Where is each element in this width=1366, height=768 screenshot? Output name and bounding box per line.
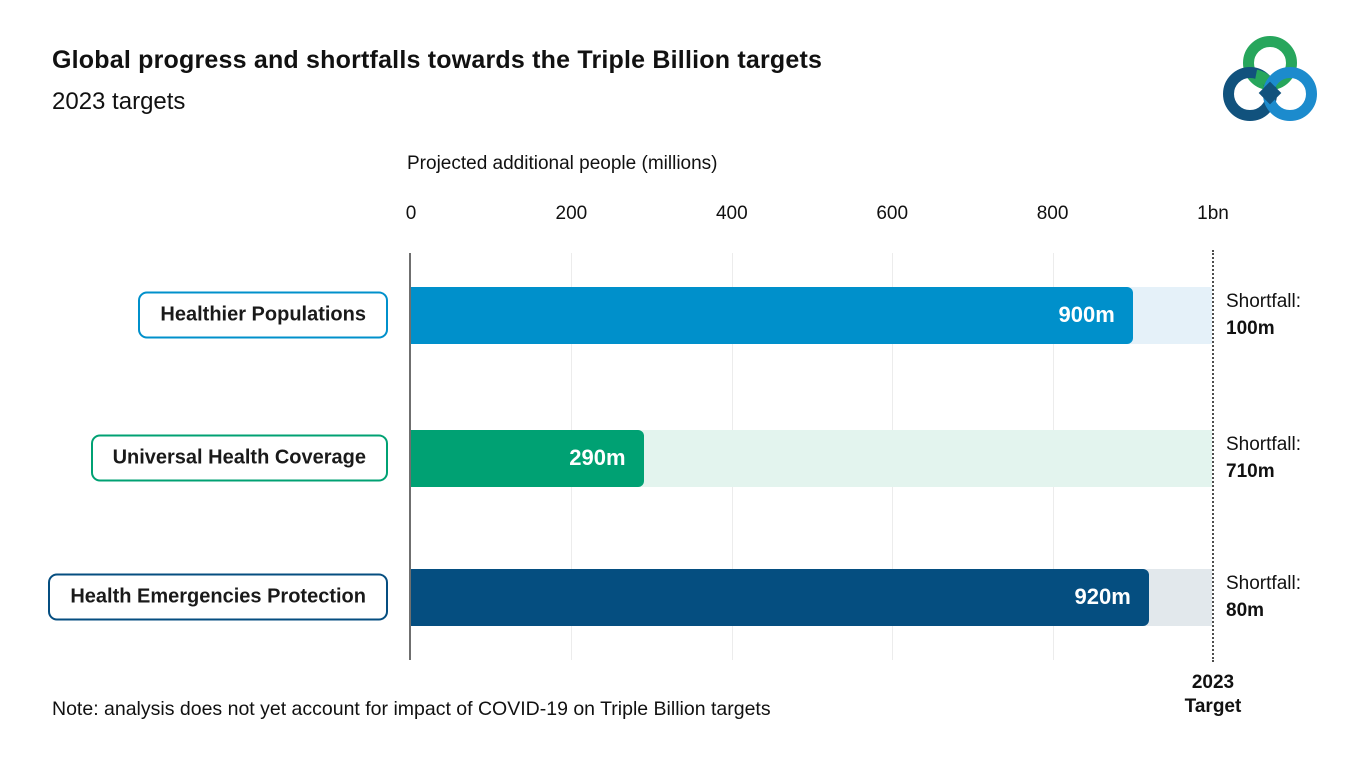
x-axis-title: Projected additional people (millions) (407, 153, 718, 174)
shortfall-value: 80m (1226, 600, 1265, 621)
x-tick-label: 800 (1036, 203, 1069, 224)
bar-fill: 900m (411, 286, 1133, 344)
y-axis-line (409, 253, 411, 660)
x-tick-label: 0 (405, 203, 417, 224)
bar-value-label: 920m (1074, 584, 1131, 609)
category-label: Universal Health Coverage (90, 434, 388, 482)
shortfall-value: 710m (1226, 461, 1275, 482)
shortfall-label: Shortfall: 710m (1226, 431, 1301, 485)
category-label: Health Emergencies Protection (48, 573, 388, 621)
shortfall-title: Shortfall: (1226, 573, 1301, 594)
bar-fill: 920m (411, 568, 1149, 626)
bar-value-label: 290m (569, 445, 626, 470)
footnote: Note: analysis does not yet account for … (52, 698, 771, 720)
bar-fill: 290m (411, 429, 644, 487)
target-line-label: 2023 Target (1184, 672, 1242, 717)
shortfall-title: Shortfall: (1226, 291, 1301, 312)
bar-value-label: 900m (1058, 302, 1115, 327)
page-title: Global progress and shortfalls towards t… (52, 46, 823, 74)
shortfall-title: Shortfall: (1226, 434, 1301, 455)
x-tick-label: 200 (555, 203, 588, 224)
shortfall-label: Shortfall: 80m (1226, 570, 1301, 624)
shortfall-label: Shortfall: 100m (1226, 288, 1301, 342)
page-subtitle: 2023 targets (52, 88, 186, 115)
target-line (1212, 250, 1214, 662)
triple-billion-logo-icon (1223, 36, 1317, 121)
x-tick-label: 600 (876, 203, 909, 224)
shortfall-value: 100m (1226, 318, 1275, 339)
x-tick-label: 400 (715, 203, 748, 224)
category-label: Healthier Populations (138, 291, 388, 339)
x-tick-label: 1bn (1197, 203, 1229, 224)
